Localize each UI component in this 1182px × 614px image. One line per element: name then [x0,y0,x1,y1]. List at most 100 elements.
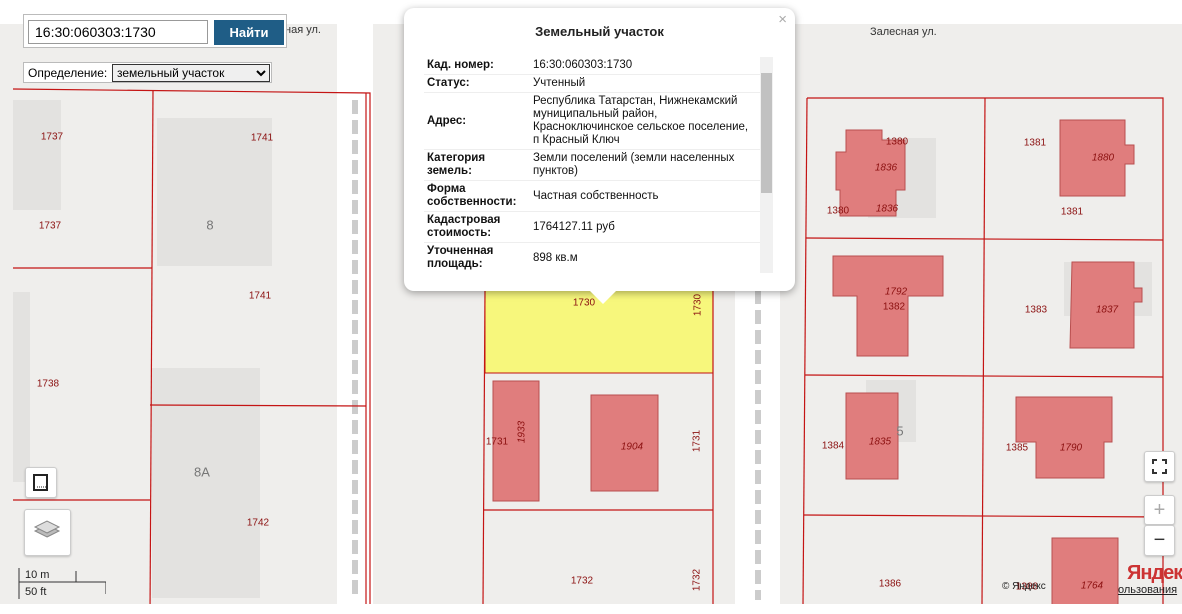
boundary [804,374,1164,378]
boundary [981,97,986,606]
parcel-label: 1731 [692,429,703,452]
building [492,380,540,502]
house-number: 5 [896,423,903,438]
info-row: Статус: Учтенный [424,74,760,93]
building-label: 1836 [876,204,899,215]
info-value: 16:30:060303:1730 [530,57,760,75]
info-key: Адрес: [424,92,530,150]
info-key: Кадастровая стоимость: [424,211,530,243]
search-panel: Найти [23,14,287,48]
map-border [0,604,1182,614]
parcel-label: 1742 [247,518,270,529]
scale-bar: 10 m 50 ft [18,567,106,600]
info-value: Частная собственность [530,180,760,212]
zoom-in-button[interactable]: + [1144,495,1175,525]
boundary [12,88,371,605]
scrollbar-thumb[interactable] [761,73,772,193]
building [832,255,944,357]
icon-shape [33,474,48,491]
info-key: Статус: [424,74,530,93]
info-key: Категория земель: [424,149,530,181]
layers-icon [33,520,61,538]
street-name: ная ул. [285,24,321,36]
popup-close[interactable]: × [778,11,787,28]
boundary [805,237,1164,241]
street-name: Залесная ул. [870,26,937,38]
building [157,118,272,266]
building [845,392,899,480]
building-label: 1880 [1092,153,1115,164]
parcel-boundaries [12,88,1164,614]
building [835,129,906,217]
info-table: Кад. номер: 16:30:060303:1730 Статус: Учтен… [424,57,760,273]
fullscreen-button[interactable] [1144,451,1175,482]
building-label: 1837 [1096,305,1119,316]
boundary [149,404,367,407]
filter-label: Определение: [28,66,108,80]
building-label: 1933 [517,420,528,443]
filter-panel: Определение: земельный участок [23,62,272,83]
registered-buildings [492,119,1143,614]
info-popup: Земельный участок × Кад. номер: 16:30:060… [404,8,795,304]
boundary [802,97,808,606]
parcel-label: 1380 [886,137,909,148]
info-key: Уточненная площадь: [424,242,530,273]
parcel-label: 1737 [41,132,64,143]
parcel-label: 1385 [1006,443,1029,454]
filter-select[interactable]: земельный участок [112,64,270,82]
parcel-label: 1386 [879,579,902,590]
parcel-label: 1388 [1016,582,1039,593]
layers-button[interactable] [24,509,71,556]
search-button[interactable]: Найти [214,20,284,45]
info-value: 1764127.11 руб [530,211,760,243]
parcel-label: 1741 [249,291,272,302]
parcel-label: 1380 [827,206,850,217]
parcel-label: 1383 [1025,305,1048,316]
info-row: Уточненная площадь: 898 кв.м [424,242,760,273]
info-row: Кадастровая стоимость: 1764127.11 руб [424,211,760,243]
info-row: Кад. номер: 16:30:060303:1730 [424,57,760,75]
parcel-label: 1732 [571,576,594,587]
popup-title: Земельный участок [535,24,664,39]
info-value: Учтенный [530,74,760,93]
zoom-out-button[interactable]: − [1144,525,1175,556]
parcel-label: 1741 [251,133,274,144]
info-row: Категория земель: Земли поселений (земли … [424,149,760,181]
brand-logo: Яндекс [1127,562,1182,584]
scale-lines [18,568,106,599]
house-number: 8 [206,217,213,232]
parcel-label: 1738 [37,379,60,390]
parcel-label: 1737 [39,221,62,232]
building-label: 1764 [1081,581,1104,592]
fullscreen-icon [1152,459,1167,474]
building-label: 1836 [875,163,898,174]
search-input[interactable] [28,20,208,44]
terms-link[interactable]: ользования [1118,584,1178,596]
icon-shape [1152,459,1167,474]
scale-imperial: 50 ft [25,586,47,598]
building [13,292,30,482]
parcel-label: 1384 [822,441,845,452]
building [1069,261,1143,349]
house-number: 8A [194,464,210,479]
parcel-label: 1732 [692,568,703,591]
info-value: Республика Татарстан, Нижнекамский муниц… [530,92,760,150]
parcel-label: 1381 [1024,138,1047,149]
building-label: 1792 [885,287,908,298]
info-key: Кад. номер: [424,57,530,75]
scrollbar[interactable] [760,57,773,273]
building [13,100,61,210]
ruler-icon [33,474,48,491]
boundary [482,289,486,606]
building-label: 1904 [621,442,644,453]
parcel-label: 1382 [883,302,906,313]
building-label: 1790 [1060,443,1083,454]
popup-content: Кад. номер: 16:30:060303:1730 Статус: Учтен… [424,57,760,273]
scale-metric: 10 m [25,569,50,581]
building-label: 1835 [869,437,892,448]
ruler-button[interactable] [25,467,57,498]
building [1051,537,1119,614]
info-value: 898 кв.м [530,242,760,273]
info-key: Форма собственности: [424,180,530,212]
